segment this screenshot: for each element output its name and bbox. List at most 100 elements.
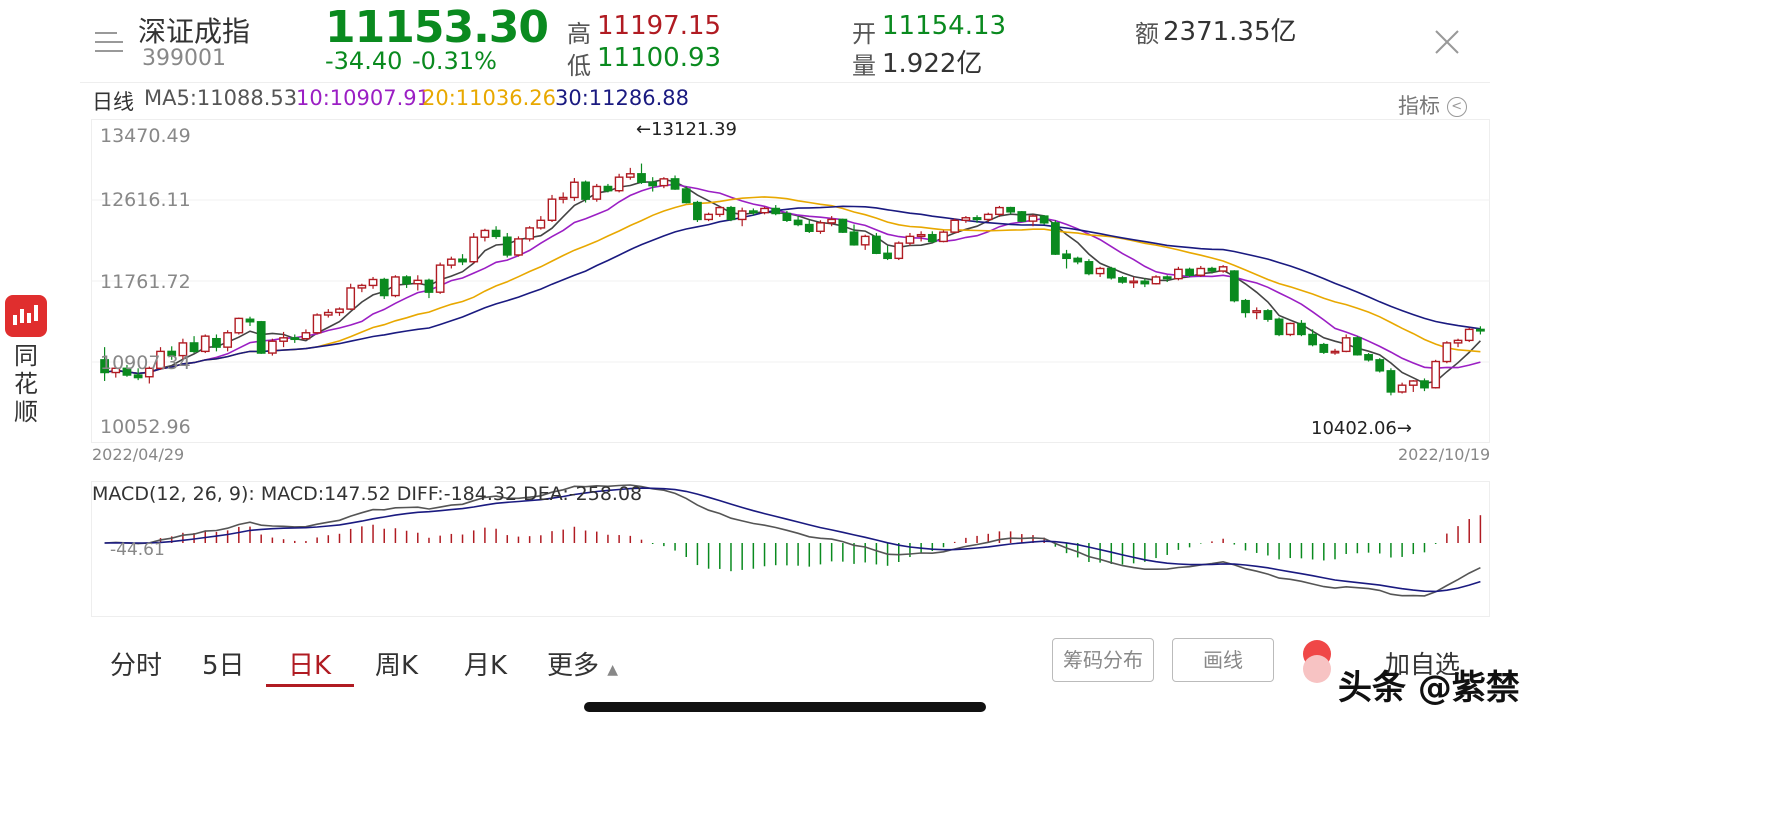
close-icon[interactable]	[1433, 28, 1461, 56]
candle-down	[1375, 359, 1385, 372]
candle-down	[1352, 337, 1362, 356]
home-indicator[interactable]	[584, 702, 986, 712]
draw-line-button[interactable]: 画线	[1172, 638, 1274, 682]
candle-down	[458, 258, 467, 263]
indicator-label: 指标	[1398, 94, 1440, 118]
y-tick-4: 10907.34	[100, 352, 191, 374]
candle-down	[793, 219, 803, 226]
candle-up	[995, 206, 1004, 216]
candle-up	[625, 173, 635, 178]
dif-line	[104, 484, 1481, 597]
menu-icon[interactable]	[95, 32, 123, 54]
candle-up	[1285, 322, 1295, 336]
candle-down	[424, 279, 434, 293]
candle-up	[178, 342, 188, 357]
candle-up	[223, 332, 233, 348]
candle-down	[1297, 322, 1306, 336]
high-value: 11197.15	[597, 11, 722, 41]
candle-up	[335, 308, 344, 314]
macd-zero-label: -44.61	[110, 540, 165, 560]
candle-up	[1397, 384, 1407, 393]
candle-down	[1050, 222, 1060, 255]
candle-down	[256, 321, 266, 354]
tab-more[interactable]: 更多 ▲	[547, 645, 618, 682]
side-char-3: 顺	[14, 398, 38, 426]
candle-down	[693, 201, 702, 221]
candle-up	[514, 238, 523, 256]
index-name: 深证成指	[138, 15, 251, 48]
add-favorite-button[interactable]: 加自选	[1385, 650, 1461, 679]
candle-down	[1274, 318, 1284, 336]
x-start-label: 2022/04/29	[92, 445, 185, 464]
tab-timeshare[interactable]: 分时	[110, 651, 163, 681]
ma20-value: 20:11036.26	[422, 86, 556, 110]
candle-down	[1073, 257, 1083, 263]
candle-down	[771, 207, 781, 215]
candle-up	[525, 227, 535, 240]
candle-down	[1420, 380, 1429, 389]
caret-up-icon: ▲	[607, 662, 619, 678]
candle-up	[391, 276, 400, 297]
macd-chart[interactable]	[91, 481, 1490, 617]
candle-up	[1095, 267, 1105, 275]
amount-value: 2371.35亿	[1163, 17, 1297, 47]
candle-down	[782, 212, 792, 221]
candle-down	[1140, 280, 1150, 285]
candle-up	[715, 206, 725, 216]
open-label: 开	[852, 20, 876, 48]
candle-up	[368, 278, 378, 287]
candle-down	[648, 181, 658, 187]
candle-up	[446, 258, 456, 266]
candle-up	[860, 235, 870, 246]
y-tick-5: 10052.96	[100, 416, 191, 438]
price-change-pct: -0.31%	[412, 47, 497, 75]
candle-down	[290, 337, 300, 341]
tab-5day[interactable]: 5日	[202, 651, 245, 681]
candle-up	[1129, 280, 1139, 284]
candle-down	[189, 342, 199, 353]
candle-up	[469, 236, 479, 263]
candle-up	[480, 229, 490, 238]
candle-down	[637, 173, 646, 183]
candle-down	[1006, 206, 1016, 213]
ma10-line	[104, 183, 1481, 375]
indicator-button[interactable]: 指标 <	[1398, 90, 1467, 120]
tab-weekly-k[interactable]: 周K	[375, 651, 419, 681]
candle-down	[167, 350, 177, 357]
candle-up	[267, 340, 277, 354]
price-change: -34.40	[325, 47, 403, 75]
kline-chart[interactable]	[91, 119, 1490, 443]
candle-up	[346, 287, 356, 310]
candle-up	[659, 178, 669, 187]
candle-down	[1229, 270, 1239, 302]
candle-up	[234, 317, 244, 334]
ma5-value: MA5:11088.53	[144, 86, 298, 110]
dea-line	[104, 487, 1481, 593]
candle-down	[681, 188, 691, 204]
y-tick-1: 13470.49	[100, 125, 191, 147]
candle-up	[357, 284, 367, 289]
chevron-left-icon: <	[1446, 97, 1467, 117]
candle-up	[301, 332, 311, 340]
period-label: 日线	[92, 90, 134, 114]
candle-up	[1330, 350, 1340, 354]
candle-up	[1431, 360, 1441, 389]
active-tab-underline	[266, 684, 354, 687]
side-char-2: 花	[14, 370, 38, 398]
chip-distribution-button[interactable]: 筹码分布	[1052, 638, 1154, 682]
candle-up	[614, 176, 624, 192]
candle-down	[1263, 310, 1273, 320]
candle-up	[939, 231, 948, 243]
candle-up	[905, 235, 915, 244]
ma30-value: 30:11286.88	[555, 86, 689, 110]
candle-up	[827, 218, 837, 224]
candle-up	[816, 222, 825, 232]
candle-down	[581, 181, 590, 200]
tonghuashun-logo-icon[interactable]	[5, 295, 47, 337]
tab-monthly-k[interactable]: 月K	[464, 651, 508, 681]
candle-down	[1476, 328, 1485, 332]
candle-down	[871, 235, 881, 254]
tab-daily-k[interactable]: 日K	[288, 651, 332, 681]
candle-up	[569, 181, 579, 199]
tab-more-label: 更多	[547, 651, 600, 681]
